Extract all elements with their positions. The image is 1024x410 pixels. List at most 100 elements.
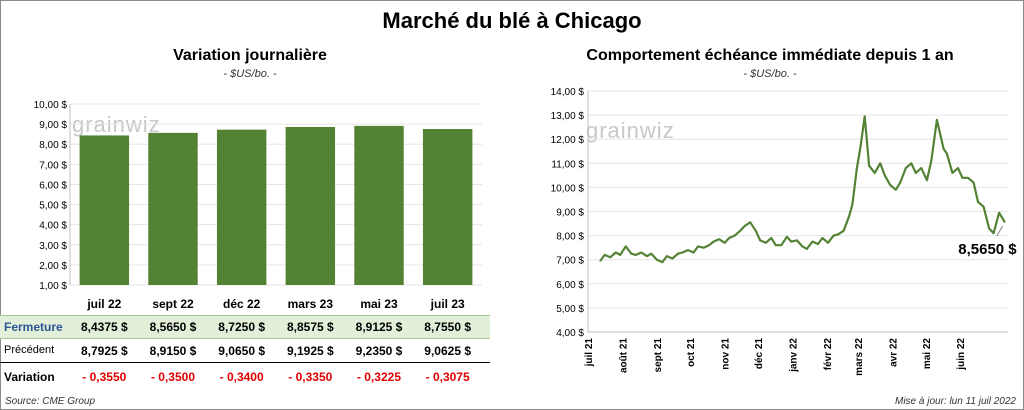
- table-cell-previous: 8,9150 $: [149, 344, 197, 358]
- data-point: [868, 164, 870, 167]
- data-point: [656, 258, 658, 261]
- x-tick-label: sept 22: [152, 297, 194, 311]
- data-point: [796, 239, 798, 242]
- data-point: [957, 167, 959, 169]
- data-point: [671, 257, 674, 260]
- data-point: [780, 244, 783, 247]
- data-point: [942, 148, 945, 150]
- table-cell-previous: 9,0625 $: [424, 344, 472, 358]
- y-tick-label: 2,00 $: [39, 261, 67, 272]
- data-point: [718, 238, 720, 241]
- table-cell-close: 8,5650 $: [149, 320, 197, 334]
- table-row-close: Fermeture 8,4375 $ 8,5650 $ 8,7250 $ 8,8575…: [0, 315, 490, 339]
- x-tick-label: août 21: [618, 338, 629, 373]
- y-tick-label: 8,00 $: [556, 232, 584, 243]
- data-point: [879, 162, 882, 165]
- table-cell-variation: - 0,3500: [150, 370, 196, 384]
- data-point: [614, 251, 617, 254]
- data-point: [801, 245, 804, 248]
- y-tick-label: 11,00 $: [551, 159, 584, 170]
- data-point: [1003, 221, 1006, 223]
- data-point: [894, 189, 897, 191]
- data-point: [790, 240, 793, 243]
- data-point: [603, 254, 606, 256]
- y-tick-label: 10,00 $: [34, 100, 68, 111]
- data-point: [708, 244, 710, 247]
- y-tick-label: 9,00 $: [556, 208, 584, 219]
- bar: [285, 126, 336, 285]
- y-tick-label: 6,00 $: [556, 280, 584, 291]
- data-point: [904, 167, 907, 169]
- row-label-previous: Précédent: [4, 344, 55, 356]
- last-value-label: 8,5650 $: [958, 241, 1017, 258]
- data-point: [640, 251, 643, 254]
- data-point: [930, 160, 933, 162]
- table-row-variation: Variation - 0,3550 - 0,3500 - 0,3400 - 0,33…: [0, 366, 490, 388]
- table-cell-close: 8,4375 $: [80, 320, 128, 334]
- x-tick-label: sept 21: [653, 338, 664, 373]
- data-point: [723, 242, 726, 244]
- y-tick-label: 4,00 $: [556, 328, 584, 339]
- table-cell-close: 8,9125 $: [355, 320, 403, 334]
- data-point: [899, 181, 902, 184]
- data-point: [873, 172, 876, 174]
- data-point: [859, 148, 862, 150]
- data-point: [712, 240, 715, 243]
- table-cell-previous: 9,0650 $: [218, 344, 266, 358]
- table-cell-previous: 9,2350 $: [355, 344, 403, 358]
- data-point: [728, 237, 730, 239]
- row-label-close: Fermeture: [4, 320, 63, 334]
- x-tick-label: févr 22: [823, 338, 834, 371]
- left-chart-title: Variation journalière: [173, 47, 327, 64]
- data-point: [998, 211, 1000, 214]
- data-point: [856, 167, 858, 169]
- table-cell-variation: - 0,3075: [425, 370, 470, 384]
- x-tick-label: juil 22: [86, 297, 121, 311]
- x-tick-label: juil 21: [584, 338, 595, 368]
- data-point: [837, 233, 839, 236]
- y-tick-label: 7,00 $: [39, 160, 67, 171]
- data-point: [619, 254, 622, 256]
- data-point: [832, 234, 835, 237]
- right-chart-title: Comportement échéance immédiate depuis 1…: [586, 47, 954, 64]
- data-point: [754, 229, 757, 232]
- table-row-previous: Précédent 8,7925 $ 8,9150 $ 9,0650 $ 9,1925…: [0, 340, 490, 363]
- table-cell-previous: 9,1925 $: [286, 344, 334, 358]
- data-point: [661, 261, 664, 263]
- x-tick-label: mars 23: [288, 297, 334, 311]
- x-tick-label: mars 22: [854, 338, 865, 376]
- data-point: [806, 248, 808, 250]
- x-tick-label: mai 23: [360, 297, 398, 311]
- table-cell-variation: - 0,3550: [82, 370, 127, 384]
- data-point: [863, 115, 866, 118]
- bar: [216, 129, 267, 285]
- data-point: [733, 234, 736, 237]
- y-tick-label: 5,00 $: [556, 304, 584, 315]
- data-point: [961, 176, 964, 179]
- y-tick-label: 10,00 $: [551, 183, 585, 194]
- data-point: [609, 256, 612, 259]
- page-title: Marché du blé à Chicago: [382, 8, 642, 33]
- y-tick-label: 14,00 $: [551, 87, 585, 98]
- x-tick-label: mai 22: [922, 338, 933, 370]
- y-tick-label: 9,00 $: [39, 120, 67, 131]
- data-point: [992, 232, 995, 234]
- y-tick-label: 13,00 $: [551, 111, 585, 122]
- data-point: [774, 244, 777, 247]
- last-value-leader: [996, 225, 1004, 237]
- data-point: [926, 179, 928, 181]
- y-tick-label: 4,00 $: [39, 221, 67, 232]
- data-point: [634, 254, 637, 256]
- data-point: [759, 239, 762, 242]
- data-point: [972, 181, 975, 184]
- data-point: [666, 255, 668, 257]
- data-point: [827, 242, 829, 244]
- update-note: Mise à jour: lun 11 juil 2022: [895, 396, 1016, 407]
- data-point: [889, 184, 892, 186]
- y-tick-label: 8,00 $: [39, 140, 67, 151]
- data-point: [630, 252, 633, 255]
- data-point: [770, 237, 773, 239]
- data-point: [786, 236, 788, 238]
- data-point: [821, 237, 824, 239]
- bar: [79, 135, 130, 285]
